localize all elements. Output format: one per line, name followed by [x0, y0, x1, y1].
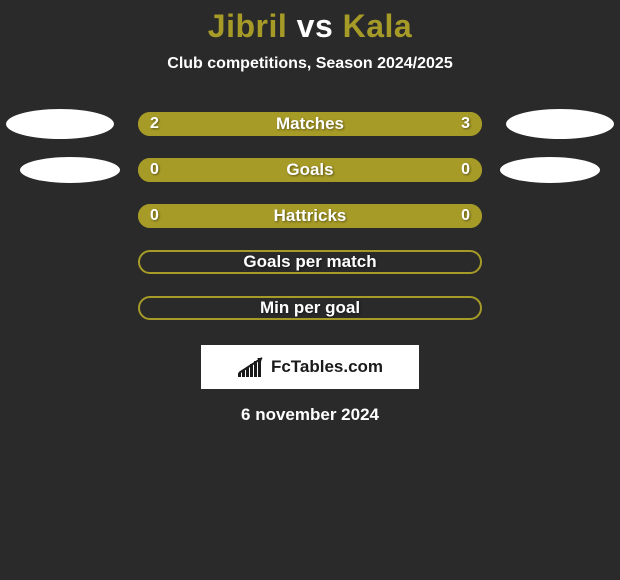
player1-avatar [6, 109, 114, 139]
stat-row-matches: 2 Matches 3 [0, 101, 620, 147]
vs-separator: vs [297, 8, 334, 44]
stat-row-min-per-goal: Min per goal [0, 285, 620, 331]
stats-rows: 2 Matches 3 0 Goals 0 0 Hattricks [0, 101, 620, 331]
stat-label: Goals per match [140, 252, 480, 272]
stat-bar: 0 Hattricks 0 [138, 204, 482, 228]
logo-text: FcTables.com [271, 357, 383, 377]
player2-avatar [506, 109, 614, 139]
logo-box: FcTables.com [201, 345, 419, 389]
date-text: 6 november 2024 [0, 405, 620, 425]
stat-bar: Goals per match [138, 250, 482, 274]
stat-value-right: 0 [461, 158, 470, 182]
infographic-container: Jibril vs Kala Club competitions, Season… [0, 0, 620, 440]
bars-icon [237, 356, 267, 378]
stat-row-goals: 0 Goals 0 [0, 147, 620, 193]
subtitle: Club competitions, Season 2024/2025 [0, 55, 620, 73]
stat-row-goals-per-match: Goals per match [0, 239, 620, 285]
stat-label: Min per goal [140, 298, 480, 318]
player2-name: Kala [343, 8, 413, 44]
stat-bar: Min per goal [138, 296, 482, 320]
player1-avatar [20, 157, 120, 183]
stat-label: Hattricks [138, 204, 482, 228]
stat-label: Goals [138, 158, 482, 182]
stat-bar: 0 Goals 0 [138, 158, 482, 182]
stat-value-right: 0 [461, 204, 470, 228]
page-title: Jibril vs Kala [0, 8, 620, 45]
stat-row-hattricks: 0 Hattricks 0 [0, 193, 620, 239]
stat-value-right: 3 [461, 112, 470, 136]
player2-avatar [500, 157, 600, 183]
stat-label: Matches [138, 112, 482, 136]
stat-bar: 2 Matches 3 [138, 112, 482, 136]
player1-name: Jibril [208, 8, 287, 44]
